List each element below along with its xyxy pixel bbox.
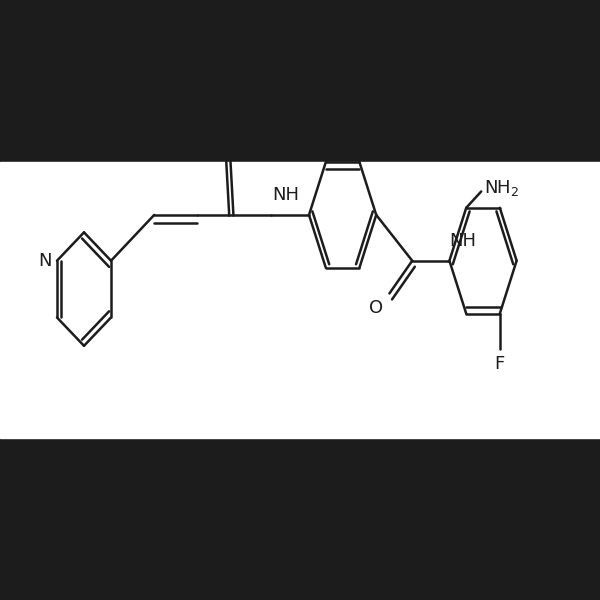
Text: F: F [494, 355, 505, 373]
Text: NH$_2$: NH$_2$ [484, 178, 520, 198]
Text: O: O [220, 131, 235, 149]
Text: NH: NH [272, 186, 299, 204]
Text: NH: NH [449, 232, 476, 250]
Text: N: N [38, 252, 52, 270]
Text: O: O [369, 299, 383, 317]
